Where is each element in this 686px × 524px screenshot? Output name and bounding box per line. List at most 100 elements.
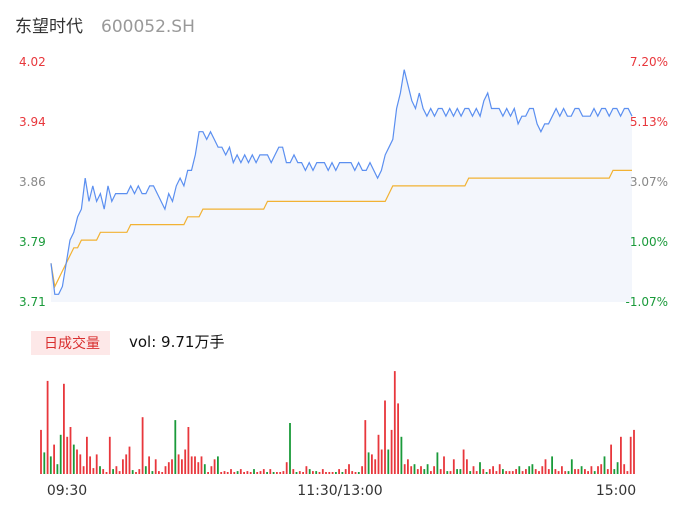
volume-bar [86,436,88,474]
y-tick-right: 7.20% [630,55,668,69]
volume-bar [587,471,590,474]
x-tick-label: 11:30/13:00 [297,483,382,499]
volume-bar [344,469,347,474]
volume-bar [256,472,259,474]
volume-bar [325,472,327,474]
volume-bar [623,464,626,474]
volume-bar [564,471,567,474]
volume-bar [606,469,609,474]
volume-bar [593,471,596,474]
volume-bar [190,456,193,474]
volume-bar [210,466,213,474]
volume-bar [610,444,613,474]
volume-bar [577,469,580,474]
volume-bar [498,464,501,474]
price-line [50,69,633,295]
volume-bar [105,472,108,474]
volume-bar [407,459,409,474]
volume-bar [177,454,180,474]
volume-bar [472,466,475,474]
volume-bar [413,464,416,474]
volume-bar [534,469,537,474]
volume-bar [53,444,56,474]
volume-bar [416,469,419,474]
volume-bar [361,466,364,474]
volume-bar [187,427,190,474]
volume-bar [95,454,98,474]
volume-bar [56,464,59,474]
average-price-line [50,169,632,289]
volume-bar [66,436,69,474]
y-tick-right: 3.07% [630,175,668,189]
volume-bar [259,471,262,474]
volume-bar [528,466,531,474]
volume-bar [164,466,167,474]
x-tick-label: 09:30 [47,483,87,499]
volume-bar [554,469,557,474]
volume-bar [154,459,157,474]
volume-bar [456,469,459,474]
y-tick-left: 3.79 [19,235,46,249]
volume-bar [220,472,223,474]
volume-bar [135,472,137,474]
volume-bar [272,472,275,474]
volume-bar [508,471,511,474]
volume-bar [144,466,147,474]
volume-bar [567,471,570,474]
volume-bar [207,472,210,474]
volume-bar [580,466,583,474]
volume-bar [626,471,629,474]
volume-bar [131,470,134,474]
volume-bar [561,466,563,474]
volume-bar [243,472,246,474]
volume-bar [384,400,386,474]
volume-bar [194,456,196,474]
volume-bar [633,429,635,474]
volume-bar [125,454,128,474]
volume-bar [541,466,544,474]
volume-bar [357,472,360,474]
volume-bar [629,436,632,474]
volume-bar [590,466,593,474]
volume-bar [239,469,242,474]
volume-bar [518,466,521,474]
volume-bar [266,472,269,474]
volume-bar [538,471,540,474]
y-tick-right: -1.07% [626,295,668,309]
volume-bar [525,469,527,474]
volume-bar [544,459,547,474]
volume-bar [79,454,82,474]
y-tick-left: 3.86 [19,175,46,189]
volume-label: 日成交量 [44,335,100,352]
volume-bar [43,452,46,474]
volume-bar [488,469,491,474]
volume-bar [246,471,249,474]
x-axis: 09:30 11:30/13:00 15:00 [47,483,636,499]
volume-bar [436,452,439,474]
volume-bar [158,471,160,474]
volume-bar [380,449,383,474]
volume-bar [600,464,603,474]
volume-bar [59,434,62,474]
volume-bar [174,420,177,474]
volume-bar [511,471,514,474]
volume-bar [108,436,111,474]
volume-bar [439,469,442,474]
volume-bar [167,462,170,474]
volume-bar [328,472,331,474]
volume-bar [367,452,370,474]
volume-bar [82,466,85,474]
volume-bar [364,420,367,474]
volume-bar [292,469,295,474]
volume-bar [295,472,298,474]
volume-bar [393,371,396,474]
volume-bar [515,469,518,474]
volume-bar [551,456,554,474]
volume-bar [184,449,187,474]
volume-bar [397,403,400,474]
volume-bar [230,469,232,474]
volume-bar [584,469,586,474]
volume-bar [226,472,229,474]
volume-bar [521,471,524,474]
volume-bar [616,462,619,474]
